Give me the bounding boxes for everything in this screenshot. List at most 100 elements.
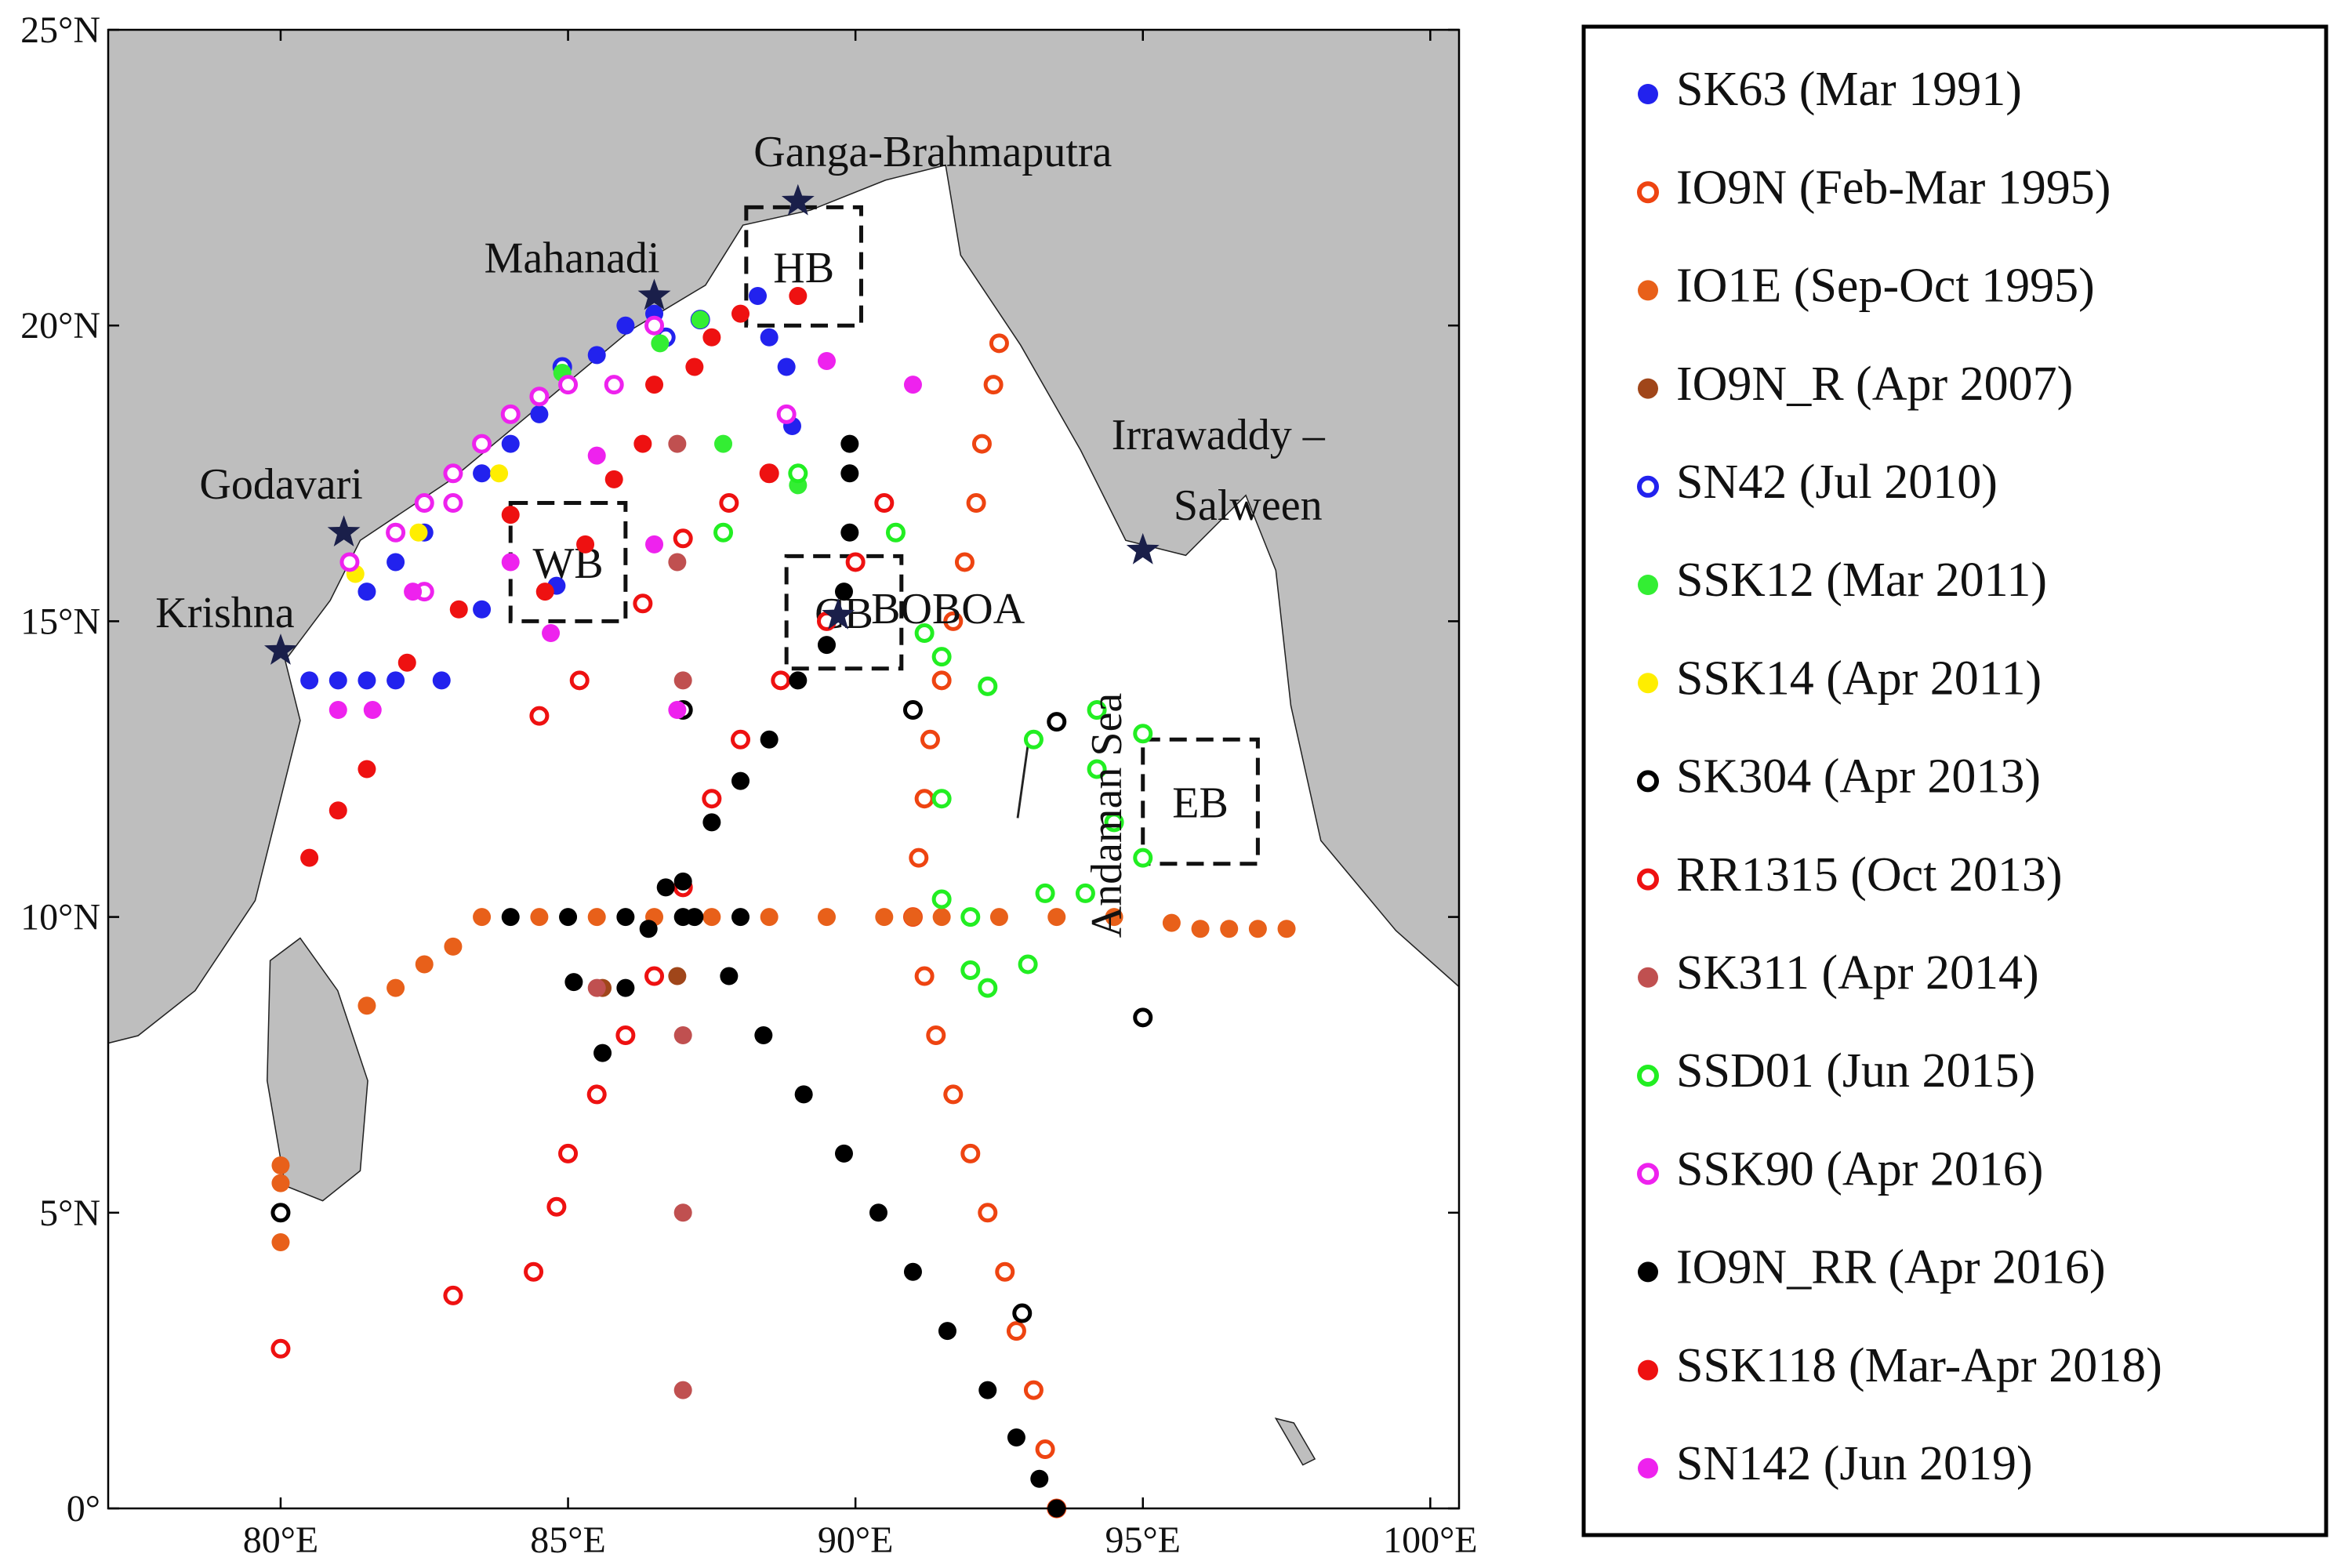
legend-marker: [1637, 770, 1659, 793]
station: [914, 622, 935, 643]
place-label: BOBOA: [871, 585, 1025, 633]
station: [1162, 913, 1181, 932]
station: [840, 523, 859, 542]
station: [270, 1203, 291, 1223]
station: [978, 978, 998, 998]
station: [587, 446, 606, 465]
legend-marker: [1638, 575, 1658, 595]
legend-marker: [1637, 475, 1659, 498]
legend-label: IO9N (Feb-Mar 1995): [1676, 161, 2111, 214]
station: [954, 552, 975, 572]
station: [386, 522, 406, 543]
station: [1133, 848, 1153, 868]
legend-label: SSK118 (Mar-Apr 2018): [1676, 1339, 2162, 1392]
place-label: Krishna: [155, 589, 294, 637]
station: [673, 1381, 692, 1399]
region-box: [1141, 737, 1260, 866]
station: [714, 434, 733, 453]
station: [387, 671, 405, 690]
station: [404, 583, 423, 601]
station: [989, 908, 1008, 927]
station: [358, 671, 376, 690]
station: [685, 358, 704, 376]
station: [673, 908, 692, 927]
station: [1277, 920, 1296, 938]
station: [983, 375, 1004, 395]
y-tick-label: 5°N: [39, 1192, 100, 1234]
station: [1191, 920, 1210, 938]
station: [668, 967, 687, 985]
station: [731, 729, 751, 750]
station: [1035, 883, 1055, 903]
station: [673, 1025, 692, 1044]
station: [473, 908, 492, 927]
legend-label: IO9N_R (Apr 2007): [1676, 358, 2073, 411]
station: [794, 1085, 813, 1104]
station: [789, 286, 808, 305]
station: [978, 1203, 998, 1223]
station: [363, 701, 382, 720]
station: [616, 316, 635, 335]
station: [914, 789, 935, 809]
station: [633, 434, 652, 453]
station: [731, 908, 750, 927]
station: [616, 908, 635, 927]
legend-label: SN42 (Jul 2010): [1676, 456, 1998, 509]
station: [760, 328, 779, 347]
station: [960, 960, 981, 980]
station: [903, 376, 922, 394]
legend-marker: [1638, 84, 1658, 104]
station: [875, 908, 894, 927]
station: [472, 434, 492, 454]
river-mouth-star: [822, 597, 855, 630]
station: [673, 528, 693, 549]
station: [529, 387, 550, 407]
river-mouth-star: [1126, 532, 1160, 564]
station: [719, 493, 739, 514]
station: [569, 670, 590, 691]
station: [616, 978, 635, 997]
station: [702, 789, 722, 809]
station: [587, 346, 606, 365]
station: [449, 600, 468, 619]
river-mouth-star: [264, 633, 297, 665]
legend-marker: [1638, 967, 1658, 988]
legend-label: SN142 (Jun 2019): [1676, 1437, 2033, 1490]
station: [644, 315, 665, 336]
station: [501, 434, 520, 453]
x-tick-label: 95°E: [1105, 1519, 1181, 1561]
station: [271, 1156, 290, 1174]
station: [926, 1025, 946, 1045]
station: [931, 670, 952, 691]
place-label: Godavari: [199, 460, 362, 509]
station: [271, 1174, 290, 1192]
station: [1075, 883, 1095, 903]
station: [902, 700, 923, 720]
station: [604, 470, 623, 488]
station: [473, 464, 492, 483]
legend-label: IO9N_RR (Apr 2016): [1676, 1241, 2106, 1294]
station: [845, 552, 866, 572]
station: [564, 973, 583, 992]
station: [615, 1025, 636, 1045]
station: [558, 375, 579, 395]
station: [874, 493, 895, 514]
station: [668, 701, 687, 720]
station: [777, 358, 796, 376]
legend-label: SSK90 (Apr 2016): [1676, 1142, 2043, 1196]
station: [300, 848, 319, 867]
station: [731, 771, 750, 790]
x-tick-label: 80°E: [243, 1519, 319, 1561]
station: [656, 878, 675, 897]
station: [1047, 712, 1067, 732]
region-label: HB: [773, 244, 834, 292]
station: [931, 647, 952, 667]
legend-marker: [1637, 1163, 1659, 1185]
station: [1023, 729, 1044, 750]
station: [633, 593, 653, 614]
station: [960, 1143, 981, 1163]
station: [840, 464, 859, 483]
station: [501, 908, 520, 927]
